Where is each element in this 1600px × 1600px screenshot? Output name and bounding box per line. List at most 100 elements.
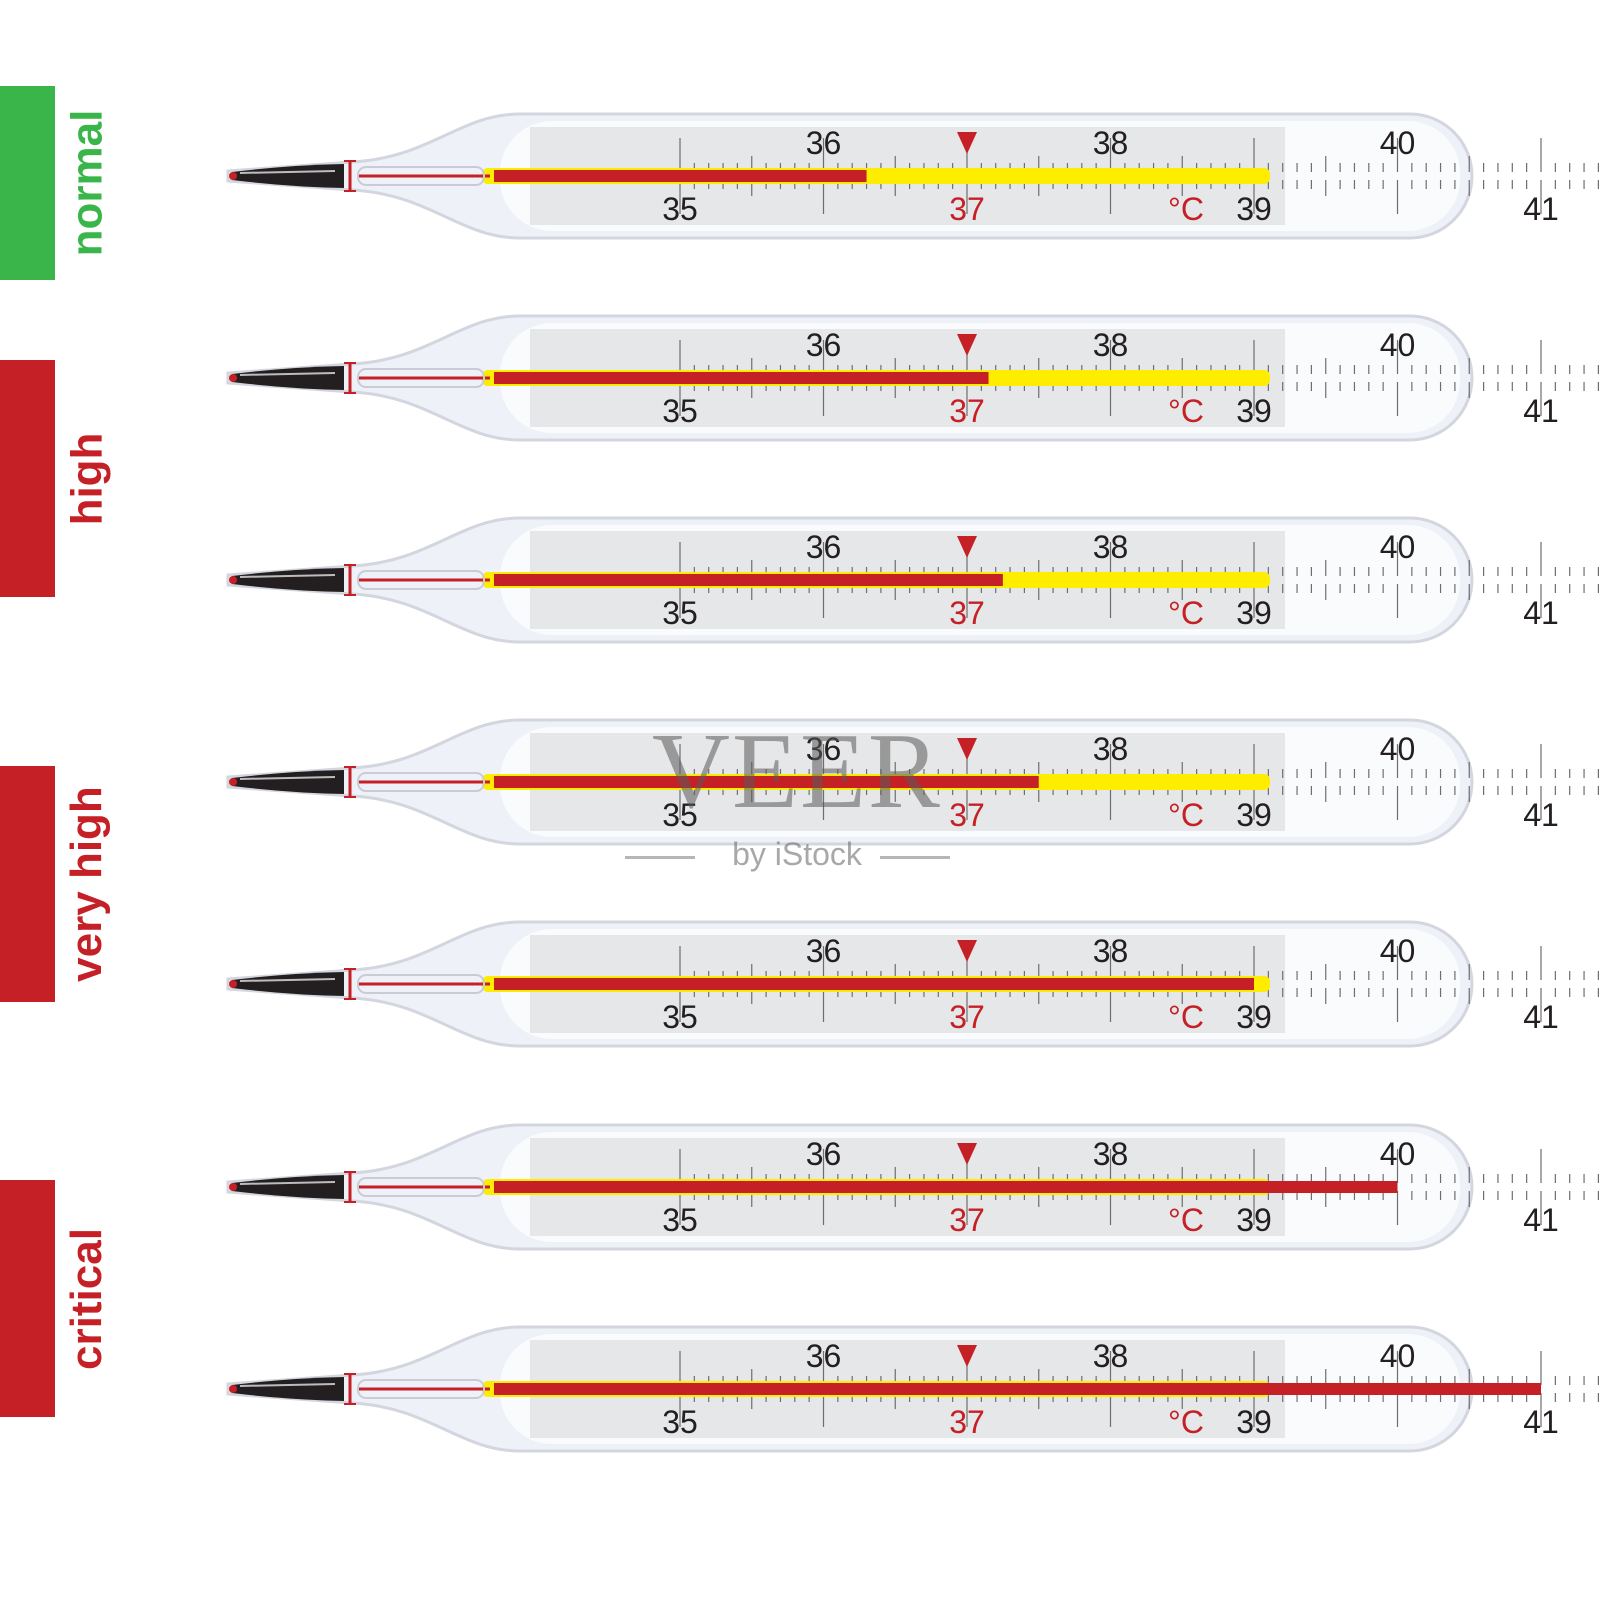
scale-unit: °C — [1168, 191, 1204, 227]
scale-label-lower: 41 — [1523, 393, 1559, 429]
mercury-column — [494, 372, 989, 384]
bulb-shine — [239, 1383, 336, 1387]
bulb-tip — [229, 374, 237, 382]
normal-marker-icon — [957, 132, 977, 154]
scale-label-lower: 39 — [1236, 1404, 1272, 1440]
bulb — [232, 366, 344, 390]
scale-label-lower: 37 — [949, 393, 985, 429]
bulb-tip — [229, 172, 237, 180]
scale-label-lower: 37 — [949, 595, 985, 631]
stem-glass — [357, 570, 485, 590]
stem-glass — [357, 772, 485, 792]
scale-label-lower: 37 — [949, 797, 985, 833]
normal-marker-icon — [957, 536, 977, 558]
scale-label-lower: 39 — [1236, 595, 1272, 631]
scale-label-upper: 36 — [806, 529, 842, 565]
bulb-tip — [229, 1183, 237, 1191]
bulb — [232, 568, 344, 592]
scale-label-lower: 39 — [1236, 393, 1272, 429]
band-critical — [0, 1180, 55, 1417]
bulb — [232, 770, 344, 794]
stem-glass — [357, 166, 485, 186]
scale-unit: °C — [1168, 1404, 1204, 1440]
scale-label-upper: 40 — [1380, 529, 1416, 565]
bulb — [232, 164, 344, 188]
scale-label-upper: 40 — [1380, 933, 1416, 969]
scale-label-lower: 39 — [1236, 797, 1272, 833]
scale-label-upper: 40 — [1380, 125, 1416, 161]
bulb-tip — [229, 1385, 237, 1393]
scale-label-upper: 38 — [1093, 125, 1129, 161]
bulb-tip — [229, 980, 237, 988]
scale-label-upper: 38 — [1093, 933, 1129, 969]
normal-marker-icon — [957, 334, 977, 356]
scale-unit: °C — [1168, 595, 1204, 631]
stem-glass — [357, 1379, 485, 1399]
bulb-shine — [239, 1181, 336, 1185]
scale-label-lower: 37 — [949, 999, 985, 1035]
bulb-shine — [239, 776, 336, 780]
scale-label-upper: 36 — [806, 1338, 842, 1374]
bulb — [232, 1377, 344, 1401]
normal-marker-icon — [957, 940, 977, 962]
thermometer: 3638404235373941°C — [226, 920, 1600, 1048]
scale-label-upper: 40 — [1380, 327, 1416, 363]
band-normal — [0, 86, 55, 280]
scale-label-lower: 35 — [662, 393, 698, 429]
band-very-high — [0, 766, 55, 1002]
scale-label-lower: 35 — [662, 595, 698, 631]
normal-marker-icon — [957, 1345, 977, 1367]
normal-marker-icon — [957, 738, 977, 760]
scale-label-upper: 36 — [806, 327, 842, 363]
scale-label-upper: 36 — [806, 933, 842, 969]
scale-label-upper: 40 — [1380, 731, 1416, 767]
thermometer: 3638404235373941°C — [226, 112, 1600, 240]
bulb-tip — [229, 576, 237, 584]
mercury-column — [494, 1383, 1541, 1395]
scale-label-lower: 39 — [1236, 999, 1272, 1035]
scale-label-lower: 41 — [1523, 1202, 1559, 1238]
scale-label-upper: 40 — [1380, 1136, 1416, 1172]
scale-label-lower: 41 — [1523, 191, 1559, 227]
scale-unit: °C — [1168, 1202, 1204, 1238]
scale-label-lower: 41 — [1523, 595, 1559, 631]
mercury-column — [494, 1181, 1398, 1193]
stem-glass — [357, 1177, 485, 1197]
bulb — [232, 972, 344, 996]
scale-label-upper: 38 — [1093, 529, 1129, 565]
bulb-shine — [239, 574, 336, 578]
bulb-shine — [239, 170, 336, 174]
bulb-shine — [239, 978, 336, 982]
scale-label-lower: 41 — [1523, 999, 1559, 1035]
scale-label-upper: 38 — [1093, 1136, 1129, 1172]
scale-label-upper: 36 — [806, 731, 842, 767]
mercury-column — [494, 978, 1254, 990]
mercury-column — [494, 170, 867, 182]
scale-label-upper: 38 — [1093, 327, 1129, 363]
mercury-column — [494, 776, 1039, 788]
scale-label-lower: 35 — [662, 1404, 698, 1440]
thermometer: 3638404235373941°C — [226, 314, 1600, 442]
stem-glass — [357, 368, 485, 388]
scale-label-lower: 39 — [1236, 1202, 1272, 1238]
band-high — [0, 360, 55, 597]
bulb-tip — [229, 778, 237, 786]
scale-label-lower: 41 — [1523, 797, 1559, 833]
scale-label-lower: 37 — [949, 191, 985, 227]
scale-unit: °C — [1168, 393, 1204, 429]
scale-label-lower: 37 — [949, 1202, 985, 1238]
thermometer: 3638404235373941°C — [226, 516, 1600, 644]
scale-unit: °C — [1168, 999, 1204, 1035]
scale-label-lower: 35 — [662, 191, 698, 227]
scale-label-lower: 35 — [662, 797, 698, 833]
scale-label-upper: 40 — [1380, 1338, 1416, 1374]
scale-unit: °C — [1168, 797, 1204, 833]
stem-glass — [357, 974, 485, 994]
scale-label-upper: 36 — [806, 125, 842, 161]
scale-label-lower: 35 — [662, 999, 698, 1035]
bulb — [232, 1175, 344, 1199]
scale-label-lower: 37 — [949, 1404, 985, 1440]
thermometer: 3638404235373941°C — [226, 1325, 1600, 1453]
scale-label-lower: 35 — [662, 1202, 698, 1238]
